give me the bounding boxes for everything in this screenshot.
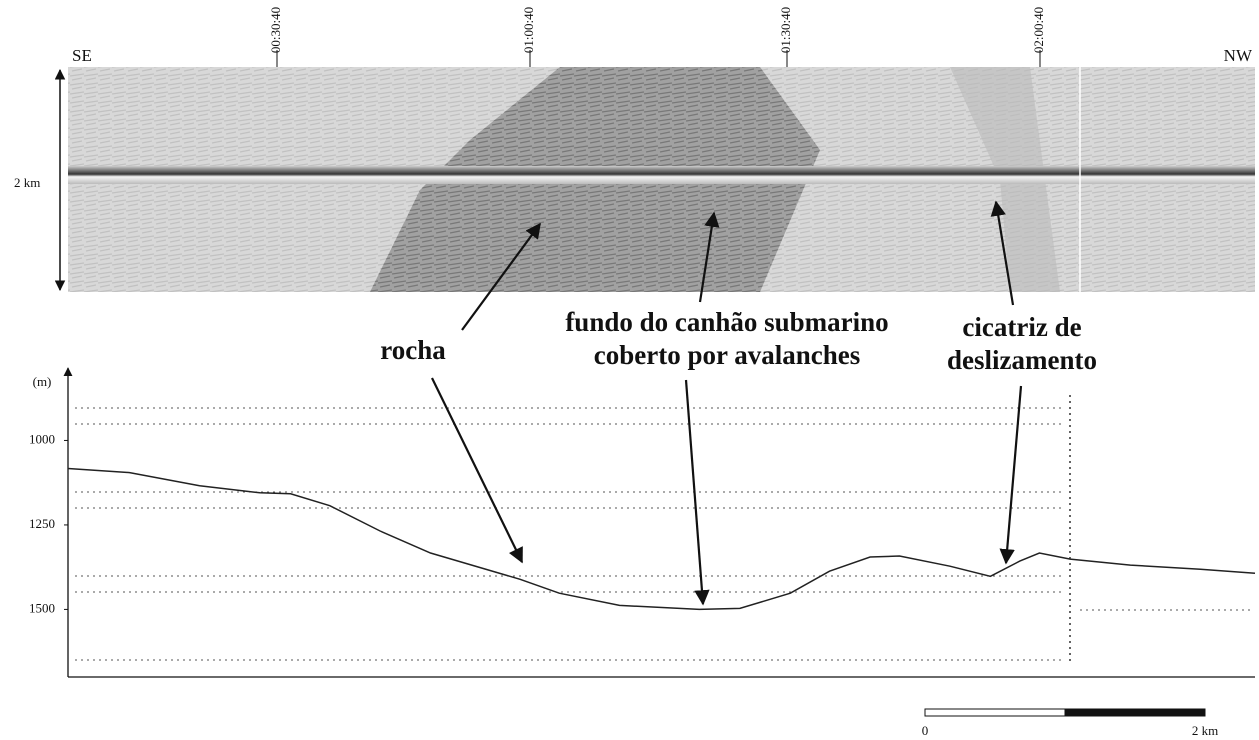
sonar-image xyxy=(60,67,1255,292)
sonar-width-label: 2 km xyxy=(14,175,40,190)
profile-frame xyxy=(68,368,1255,677)
time-label: 01:30:40 xyxy=(778,7,793,53)
time-label: 01:00:40 xyxy=(521,7,536,53)
annotation: deslizamento xyxy=(947,345,1097,375)
annotation: cicatriz de xyxy=(962,312,1081,342)
scale-label: 2 km xyxy=(1192,723,1218,738)
scale-label: 0 xyxy=(922,723,929,738)
figure: 2 km SE NW (m) 00:30:40 01:00:40 01:30:40 0… xyxy=(0,0,1259,740)
y-axis-label: (m) xyxy=(33,374,52,389)
y-tick-label: 1000 xyxy=(29,431,55,446)
annotation: coberto por avalanches xyxy=(594,340,860,370)
sonar-left-label: SE xyxy=(72,46,92,65)
annotation: fundo do canhão submarino xyxy=(565,307,888,337)
depth-dotted-lines xyxy=(75,408,1250,660)
time-label: 00:30:40 xyxy=(268,7,283,53)
time-label: 02:00:40 xyxy=(1031,7,1046,53)
y-tick-label: 1250 xyxy=(29,516,55,531)
sonar-right-label: NW xyxy=(1224,46,1253,65)
scale-bar xyxy=(925,709,1205,716)
y-tick-label: 1500 xyxy=(29,600,55,615)
annotation: rocha xyxy=(380,335,446,365)
depth-profile xyxy=(68,469,1255,610)
